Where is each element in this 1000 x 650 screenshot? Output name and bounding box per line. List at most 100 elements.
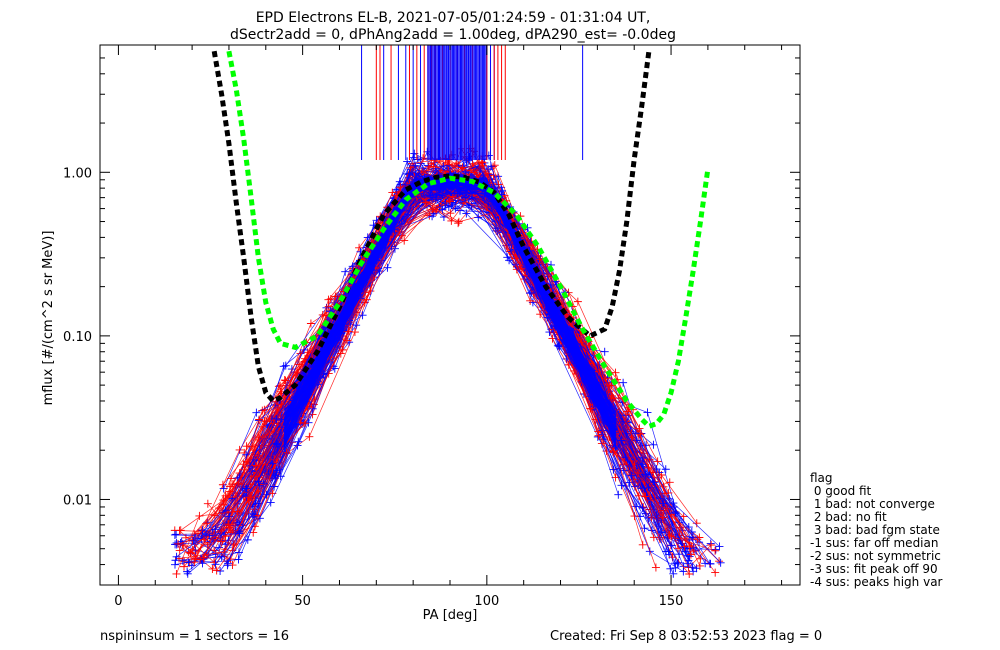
data-point-plus (190, 558, 199, 567)
data-point-plus (454, 217, 463, 226)
data-point-plus (673, 559, 682, 568)
trace-line (193, 190, 692, 563)
data-point-plus (693, 535, 702, 544)
data-point-plus (643, 408, 652, 417)
data-point-plus (171, 556, 180, 565)
data-point-plus (202, 530, 211, 539)
core-trace (283, 171, 617, 449)
data-point-plus (456, 206, 465, 215)
data-point-plus (671, 563, 680, 572)
data-point-plus (685, 542, 694, 551)
data-point-plus (600, 347, 609, 356)
data-point-plus (216, 567, 225, 575)
trace-line (176, 193, 706, 564)
trace-line (239, 183, 654, 474)
data-point-plus (255, 415, 264, 424)
data-point-plus (252, 408, 261, 417)
x-tick-label: 150 (659, 594, 684, 609)
data-point-plus (526, 289, 535, 298)
data-point-plus (170, 560, 179, 569)
fit-layer (211, 50, 711, 430)
data-point-plus (461, 167, 470, 176)
data-point-plus (403, 157, 412, 166)
data-point-plus (664, 547, 673, 556)
legend-entry: -4 sus: peaks high var (810, 575, 943, 589)
data-point-plus (274, 382, 283, 391)
trace-line (213, 164, 628, 551)
data-point-plus (625, 478, 634, 487)
data-point-plus (248, 467, 257, 476)
data-point-plus (715, 542, 724, 551)
rug-layer (361, 45, 584, 160)
data-point-plus (641, 470, 650, 479)
trace (277, 177, 682, 568)
data-point-plus (395, 227, 404, 236)
data-point-plus (447, 216, 456, 225)
chart-subtitle: dSectr2add = 0, dPhAng2add = 1.00deg, dP… (230, 27, 676, 43)
trace-line (203, 162, 679, 559)
data-point-plus (170, 530, 179, 539)
data-point-plus (666, 564, 675, 573)
data-point-plus (576, 330, 585, 339)
data-point-plus (344, 327, 353, 336)
data-point-plus (451, 204, 460, 213)
x-tick-label: 0 (114, 594, 122, 609)
data-point-plus (189, 536, 198, 545)
data-point-plus (400, 236, 409, 245)
data-point-plus (641, 492, 650, 501)
data-point-plus (279, 362, 288, 371)
data-point-plus (680, 542, 689, 551)
data-point-plus (240, 448, 249, 457)
data-point-plus (269, 468, 278, 477)
data-point-plus (277, 415, 286, 424)
data-point-plus (242, 442, 251, 451)
data-point-plus (614, 490, 623, 499)
fit-curve-black (211, 50, 652, 405)
data-point-plus (573, 297, 582, 306)
trace-line (272, 164, 669, 552)
data-point-plus (225, 512, 234, 521)
trace-line (183, 191, 634, 567)
legend-entry: 2 bad: no fit (810, 510, 887, 524)
data-point-plus (695, 561, 704, 570)
data-point-plus (397, 231, 406, 240)
data-point-plus (350, 328, 359, 337)
data-point-plus (711, 546, 720, 555)
data-point-plus (245, 493, 254, 502)
trace (235, 179, 658, 478)
data-point-plus (638, 484, 647, 493)
core-trace (283, 175, 617, 435)
data-point-plus (411, 161, 420, 170)
data-point-plus (446, 209, 455, 218)
data-point-plus (617, 436, 626, 445)
data-point-plus (212, 566, 221, 575)
data-point-plus (324, 295, 333, 304)
trace (208, 165, 693, 565)
data-point-plus (617, 481, 626, 490)
trace-line (194, 178, 676, 545)
data-point-plus (687, 528, 696, 537)
data-point-plus (609, 465, 618, 474)
trace-line (216, 175, 640, 571)
trace-line (254, 183, 657, 471)
data-point-plus (172, 552, 181, 561)
footer-left: nspininsum = 1 sectors = 16 (100, 629, 289, 644)
axis-layer: 0 50 100 150 0.01 0.10 1.00 (63, 44, 800, 609)
data-point-plus (701, 559, 710, 568)
core-trace (283, 181, 617, 431)
data-point-plus (503, 253, 512, 262)
data-point-plus (208, 564, 217, 573)
data-point-plus (235, 445, 244, 454)
data-point-plus (190, 540, 199, 549)
data-point-plus (211, 525, 220, 534)
data-point-plus (233, 507, 242, 516)
data-point-plus (183, 567, 192, 576)
data-point-plus (586, 404, 595, 413)
legend-entry: -3 sus: fit peak off 90 (810, 562, 938, 576)
footer-right: Created: Fri Sep 8 03:52:53 2023 flag = … (550, 629, 822, 644)
data-point-plus (439, 162, 448, 171)
data-point-plus (211, 560, 220, 569)
data-point-plus (594, 431, 603, 440)
